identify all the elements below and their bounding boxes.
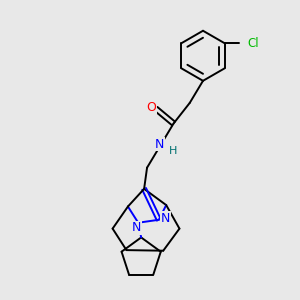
Text: Cl: Cl [247,37,259,50]
Text: N: N [160,212,170,225]
Text: N: N [132,221,141,234]
Text: O: O [146,101,156,114]
Text: H: H [169,146,177,156]
Text: N: N [155,138,164,151]
